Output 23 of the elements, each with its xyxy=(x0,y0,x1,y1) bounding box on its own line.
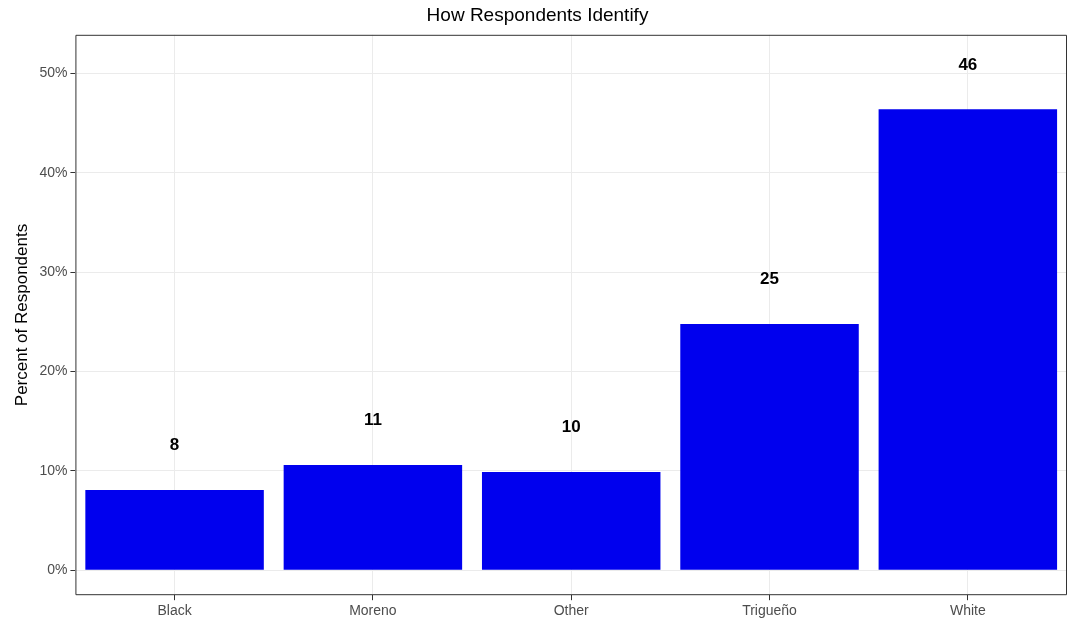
data-label: 25 xyxy=(760,269,779,289)
data-label: 11 xyxy=(363,410,382,430)
y-tick-label: 40% xyxy=(39,163,68,180)
y-tick-label: 50% xyxy=(39,64,68,81)
y-axis-title: Percent of Respondents xyxy=(11,223,31,407)
bar xyxy=(481,471,661,570)
x-tick-label: Trigueño xyxy=(742,602,798,619)
y-tick-label: 0% xyxy=(47,561,68,578)
chart-title: How Respondents Identify xyxy=(426,3,649,25)
y-tick-label: 20% xyxy=(39,362,68,379)
y-tick-label: 10% xyxy=(39,461,68,478)
data-label: 46 xyxy=(958,54,978,74)
x-tick-label: White xyxy=(949,602,986,619)
data-label: 10 xyxy=(561,417,581,437)
data-label: 8 xyxy=(169,435,180,455)
bar xyxy=(878,109,1058,570)
bar xyxy=(85,489,264,570)
bar xyxy=(680,323,859,570)
bar xyxy=(283,465,463,570)
x-tick-label: Black xyxy=(157,602,193,619)
x-tick-label: Moreno xyxy=(349,602,397,619)
x-tick-label: Other xyxy=(553,602,590,619)
y-tick-label: 30% xyxy=(39,263,68,280)
